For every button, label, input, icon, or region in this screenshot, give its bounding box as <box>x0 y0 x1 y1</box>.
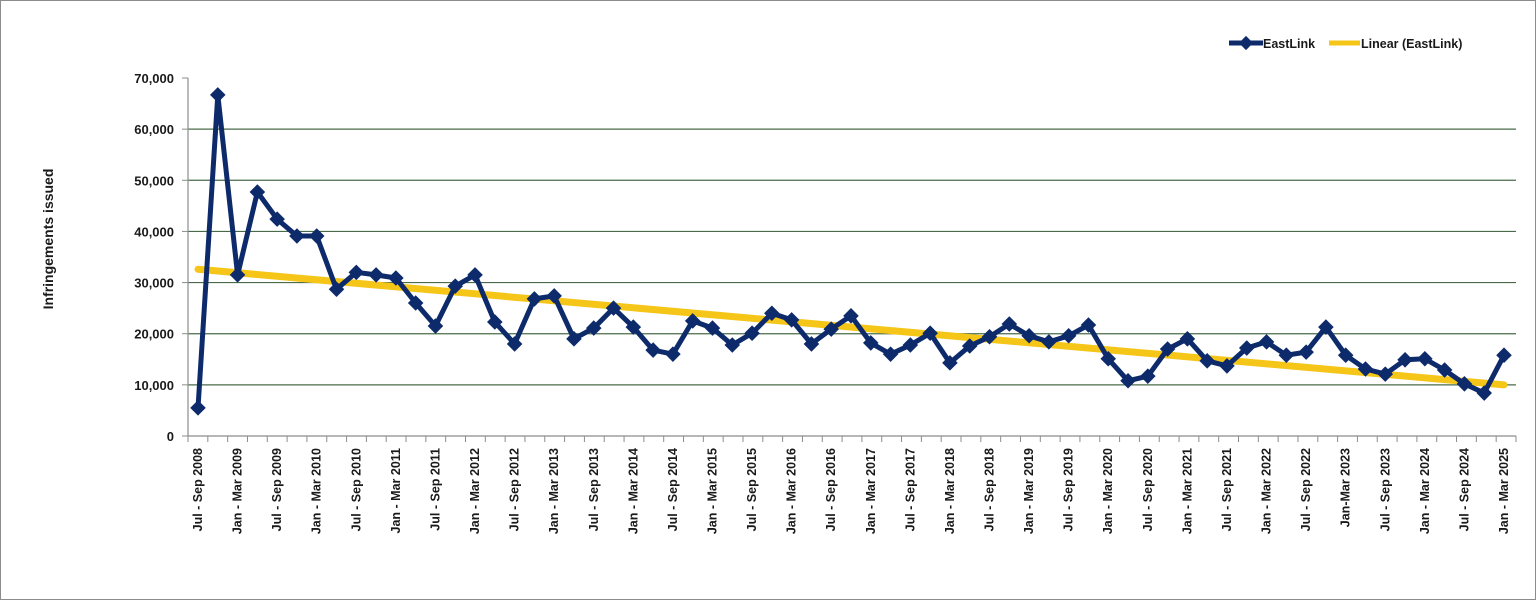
x-tick-label: Jul - Sep 2019 <box>1062 448 1076 531</box>
data-point-diamond-icon <box>1060 327 1077 344</box>
data-point-diamond-icon <box>1258 334 1275 350</box>
data-point-diamond-icon <box>1298 344 1314 360</box>
data-point-diamond-icon <box>1337 347 1354 363</box>
y-tick-label: 20,000 <box>134 327 174 342</box>
x-tick-label: Jul - Sep 2010 <box>349 448 363 531</box>
gridlines <box>188 128 1516 386</box>
data-point-diamond-icon <box>1357 361 1374 377</box>
x-tick-label: Jan - Mar 2014 <box>626 448 640 534</box>
data-point-diamond-icon <box>1476 385 1492 401</box>
legend-item-eastlink: EastLink <box>1229 35 1315 51</box>
x-axis: Jul - Sep 2008 Jan - Mar 2009 Jul - Sep 20… <box>187 435 1517 534</box>
x-tick-label: Jul - Sep 2011 <box>428 448 442 531</box>
data-point-diamond-icon <box>1417 350 1433 367</box>
x-tick-label: Jul - Sep 2016 <box>824 448 838 531</box>
data-point-diamond-icon <box>229 267 246 283</box>
x-tick-label: Jan - Mar 2022 <box>1260 448 1274 534</box>
data-point-diamond-icon <box>1100 350 1117 367</box>
y-tick-label: 50,000 <box>134 173 174 188</box>
x-tick-label: Jul - Sep 2008 <box>191 448 205 531</box>
x-tick-label: Jul - Sep 2024 <box>1457 448 1471 531</box>
data-point-diamond-icon <box>1318 319 1334 335</box>
y-tick-label: 40,000 <box>134 224 174 239</box>
x-tick-label: Jan - Mar 2021 <box>1180 448 1194 534</box>
x-tick-label: Jul - Sep 2015 <box>745 448 759 531</box>
x-tick-label: Jul - Sep 2018 <box>983 448 997 531</box>
data-point-diamond-icon <box>1219 358 1235 374</box>
x-tick-label: Jan-Mar 2023 <box>1339 448 1353 527</box>
data-point-diamond-icon <box>190 400 206 416</box>
x-tick-label: Jan - Mar 2024 <box>1418 448 1432 534</box>
data-point-diamond-icon <box>1436 362 1453 378</box>
data-point-diamond-icon <box>1159 341 1176 357</box>
x-tick-label: Jan - Mar 2012 <box>468 448 482 534</box>
x-tick-label: Jan - Mar 2013 <box>547 448 561 534</box>
data-point-diamond-icon <box>506 336 523 352</box>
x-tick-label: Jul - Sep 2023 <box>1378 448 1392 531</box>
data-point-diamond-icon <box>1080 317 1097 333</box>
x-tick-label: Jan - Mar 2016 <box>785 448 799 534</box>
x-tick-label: Jul - Sep 2012 <box>508 448 522 531</box>
x-tick-label: Jan - Mar 2015 <box>705 448 719 534</box>
x-tick-label: Jan - Mar 2010 <box>310 448 324 534</box>
y-tick-label: 70,000 <box>134 71 174 86</box>
x-tick-label: Jul - Sep 2021 <box>1220 448 1234 531</box>
data-point-diamond-icon <box>308 228 325 244</box>
y-tick-label: 60,000 <box>134 122 174 137</box>
x-tick-label: Jan - Mar 2019 <box>1022 448 1036 534</box>
y-tick-label: 30,000 <box>134 276 174 291</box>
data-point-diamond-icon <box>1496 347 1512 363</box>
legend-diamond-marker-icon <box>1238 35 1254 51</box>
data-point-diamond-icon <box>1456 376 1473 392</box>
x-tick-label: Jul - Sep 2022 <box>1299 448 1313 531</box>
legend-item-linear: Linear (EastLink) <box>1329 37 1462 51</box>
x-tick-label: Jul - Sep 2009 <box>270 448 284 531</box>
x-tick-label: Jul - Sep 2020 <box>1141 448 1155 531</box>
data-point-diamond-icon <box>526 291 543 307</box>
data-point-diamond-icon <box>1238 340 1255 356</box>
legend: EastLink Linear (EastLink) <box>1229 35 1462 51</box>
x-tick-label: Jul - Sep 2017 <box>903 448 917 531</box>
x-tick-label: Jul - Sep 2014 <box>666 448 680 531</box>
data-point-diamond-icon <box>1278 347 1295 363</box>
x-tick-label: Jan - Mar 2020 <box>1101 448 1115 534</box>
data-point-diamond-icon <box>1179 331 1196 347</box>
data-point-diamond-icon <box>1397 352 1413 368</box>
data-point-diamond-icon <box>269 211 285 227</box>
data-point-diamond-icon <box>1120 372 1136 389</box>
data-point-diamond-icon <box>210 87 226 103</box>
x-tick-label: Jul - Sep 2013 <box>587 448 601 531</box>
trendline <box>194 265 1508 389</box>
y-tick-label: 10,000 <box>134 378 174 393</box>
series-line <box>195 92 1507 409</box>
x-tick-label: Jan - Mar 2018 <box>943 448 957 534</box>
data-point-diamond-icon <box>1041 334 1057 350</box>
y-tick-label: 0 <box>167 429 174 444</box>
data-point-diamond-icon <box>1199 353 1215 369</box>
legend-label-eastlink: EastLink <box>1263 37 1315 51</box>
x-tick-label: Jan - Mar 2011 <box>389 448 403 534</box>
data-point-diamond-icon <box>1377 366 1394 382</box>
data-point-diamond-icon <box>368 267 384 283</box>
y-axis: 0 10,000 20,000 30,000 40,000 50,000 60,000 70,… <box>134 71 189 444</box>
data-point-diamond-icon <box>249 184 266 200</box>
data-point-diamond-icon <box>289 228 305 244</box>
x-tick-label: Jan - Mar 2009 <box>231 448 245 534</box>
x-tick-label: Jan - Mar 2017 <box>864 448 878 534</box>
data-point-diamond-icon <box>1140 368 1156 384</box>
legend-label-linear: Linear (EastLink) <box>1361 37 1462 51</box>
y-axis-title: Infringements issued <box>40 169 56 310</box>
x-tick-label: Jan - Mar 2025 <box>1497 448 1511 534</box>
trendline-linear-eastlink <box>194 265 1508 389</box>
